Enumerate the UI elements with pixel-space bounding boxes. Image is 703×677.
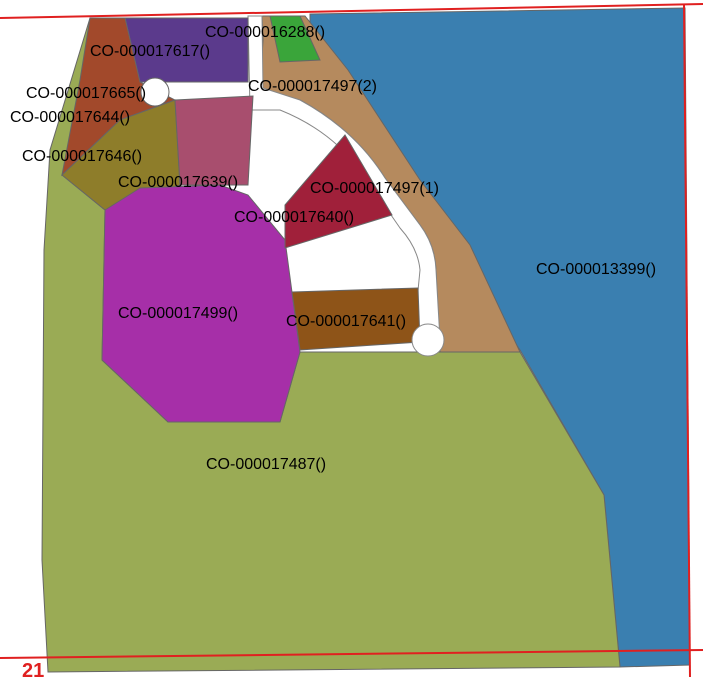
label-co-000017617: CO-000017617() [90,43,210,60]
parcel-co-000017639[interactable] [174,95,254,186]
label-co-000017639: CO-000017639() [118,174,238,191]
label-co-000017499: CO-000017499() [118,305,238,322]
parcel-co-000017640[interactable] [284,134,393,249]
label-co-000017665: CO-000017665() [26,85,146,102]
label-co-000013399: CO-000013399() [536,261,656,278]
label-co-000016288: CO-000016288() [205,24,325,41]
cul-de-sac [411,323,445,357]
sheet-boundary-bottom [0,649,703,659]
label-co-000017640: CO-000017640() [234,209,354,226]
label-co-000017497-2: CO-000017497(2) [248,78,377,95]
parcel-co-000016288[interactable] [269,15,321,63]
parcel-co-000017665[interactable] [140,77,170,107]
label-co-000017497-1: CO-000017497(1) [310,180,439,197]
sheet-boundary-right [683,3,691,677]
label-co-000017641: CO-000017641() [286,313,406,330]
label-co-000017487: CO-000017487() [206,456,326,473]
label-co-000017646: CO-000017646() [22,148,142,165]
label-co-000017644: CO-000017644() [10,109,130,126]
sheet-boundary-top [0,3,703,19]
sheet-number: 21 [22,660,44,677]
